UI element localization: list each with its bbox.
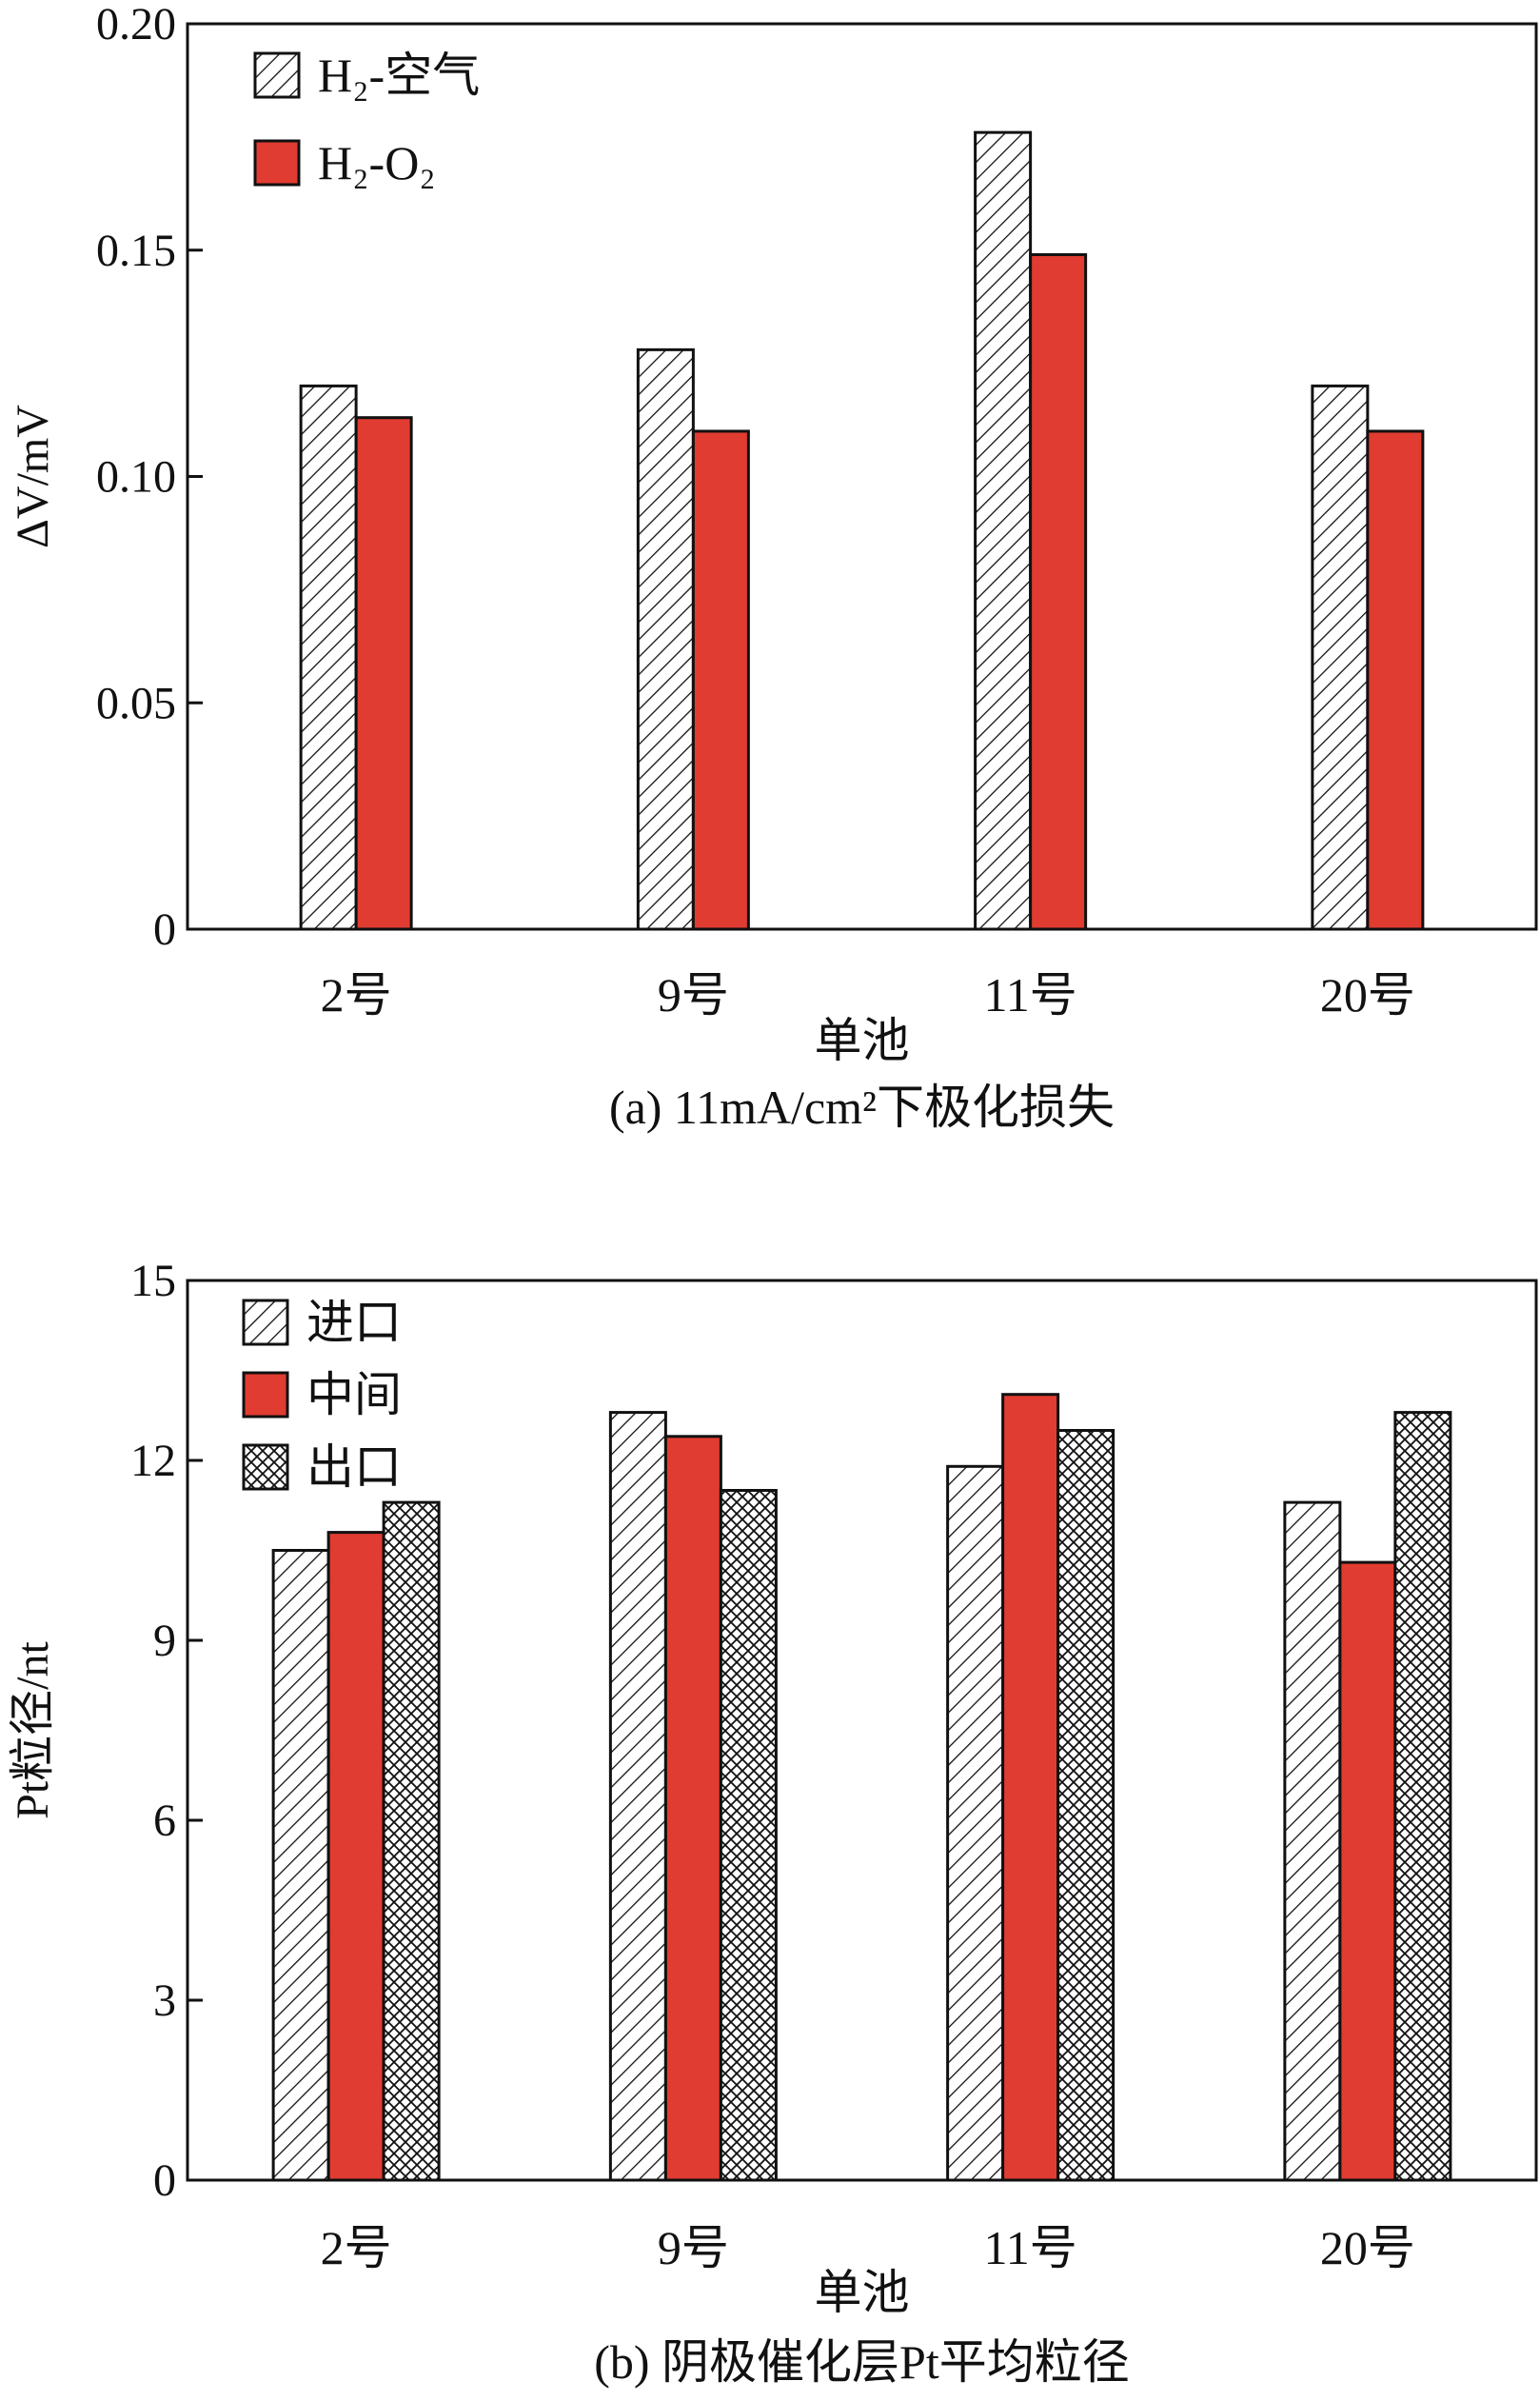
x-axis-label: 单池 [815, 1014, 910, 1067]
x-tick-label: 9号 [658, 968, 729, 1022]
y-tick-label: 0 [153, 904, 176, 955]
y-tick-label: 9 [153, 1616, 176, 1666]
legend-swatch [253, 139, 301, 187]
bar-20号-进口 [1283, 1500, 1342, 2182]
y-axis-label: ΔV/mV [8, 405, 58, 548]
bars [271, 1393, 1452, 2182]
figure-caption: (a) 11mA/cm²下极化损失 [609, 1081, 1115, 1134]
y-tick-label: 12 [130, 1436, 176, 1486]
x-tick-label: 11号 [984, 968, 1077, 1022]
bar-9号-中间 [663, 1435, 722, 2182]
bar-2号-中间 [326, 1531, 385, 2182]
y-axis-ticks: 0 0.05 0.10 0.15 0.20 [96, 0, 203, 955]
legend-swatch [253, 51, 301, 99]
y-tick-label: 15 [130, 1256, 176, 1306]
x-axis-label: 单池 [815, 2266, 910, 2319]
legend-swatch [242, 1299, 289, 1346]
x-tick-label: 20号 [1320, 2221, 1415, 2274]
plot-frame [186, 1279, 1538, 2182]
bar-20号-中间 [1338, 1560, 1397, 2182]
x-tick-label: 2号 [321, 2221, 392, 2274]
x-axis-tick-labels: 2号 9号 11号 20号 [321, 968, 1415, 1022]
legend-swatch [242, 1371, 289, 1419]
y-tick-label: 0.15 [96, 226, 176, 276]
legend-label: 中间 [306, 1368, 402, 1421]
x-tick-label: 2号 [321, 968, 392, 1022]
bar-9号-出口 [719, 1489, 778, 2182]
bar-11号-进口 [946, 1464, 1005, 2182]
bar-11号-中间 [1001, 1393, 1060, 2182]
bar-11号-H₂-O₂ [1029, 253, 1088, 931]
bars [299, 130, 1425, 931]
chart-panel-a: 00.050.100.150.20 2号 9号 11号 20号 H₂-空气H₂-O₂ … [8, 0, 1538, 1134]
y-axis-ticks: 0 3 6 9 12 15 [130, 1256, 203, 2206]
y-tick-label: 0 [153, 2155, 176, 2206]
legend-label: 出口 [306, 1440, 402, 1494]
legend-label: 进口 [306, 1296, 402, 1349]
bar-20号-出口 [1393, 1411, 1452, 2182]
y-axis-label: Pt粒径/nt [8, 1640, 58, 1818]
legend-swatch [242, 1443, 289, 1491]
bar-9号-H₂-空气 [636, 347, 695, 931]
figure-caption: (b) 阴极催化层Pt平均粒径 [594, 2335, 1130, 2389]
y-tick-label: 0.20 [96, 0, 176, 50]
x-tick-label: 9号 [658, 2221, 729, 2274]
y-tick-label: 0.05 [96, 678, 176, 728]
bar-2号-H₂-空气 [299, 384, 358, 931]
x-tick-label: 20号 [1320, 968, 1415, 1022]
bar-2号-出口 [382, 1500, 441, 2182]
legend: H₂-空气 H₂-O₂ [253, 49, 480, 189]
y-tick-label: 3 [153, 1975, 176, 2026]
bar-9号-H₂-O₂ [691, 429, 750, 931]
bar-2号-H₂-O₂ [354, 416, 413, 931]
legend-label: H₂-空气 [318, 49, 480, 102]
y-tick-label: 0.10 [96, 452, 176, 503]
x-tick-label: 11号 [984, 2221, 1077, 2274]
legend-label: H₂-O₂ [318, 136, 436, 189]
y-tick-label: 6 [153, 1796, 176, 1846]
bar-2号-进口 [271, 1549, 330, 2182]
bar-9号-进口 [608, 1411, 667, 2182]
x-axis-tick-labels: 2号 9号 11号 20号 [321, 2221, 1415, 2274]
bar-11号-出口 [1056, 1429, 1116, 2182]
bar-20号-H₂-空气 [1311, 384, 1370, 931]
bar-20号-H₂-O₂ [1366, 429, 1425, 931]
bar-11号-H₂-空气 [974, 130, 1033, 931]
